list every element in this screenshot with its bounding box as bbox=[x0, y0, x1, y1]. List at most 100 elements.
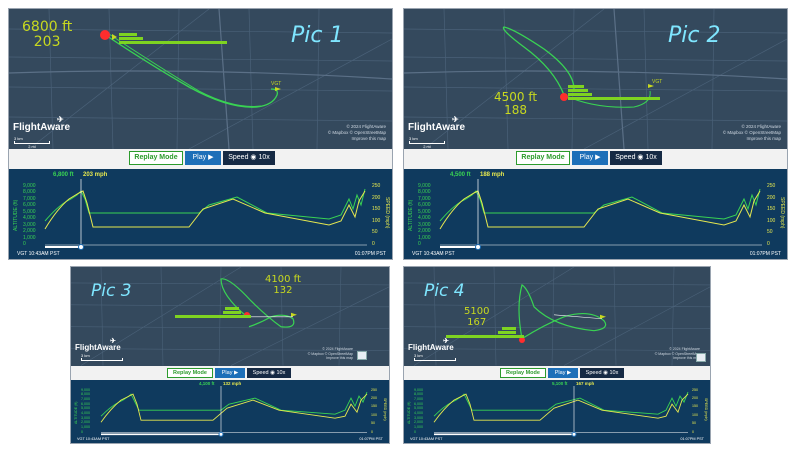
altitude-speed-chart[interactable]: 9,000 8,000 7,000 6,000 5,000 4,000 3,000 2,000… bbox=[71, 379, 389, 443]
play-icon: ▶ bbox=[208, 154, 214, 161]
map-layers-icon[interactable] bbox=[357, 351, 367, 360]
map-scale: 3 km bbox=[414, 353, 456, 361]
speed-readout: 203 mph bbox=[83, 172, 108, 178]
altitude-series bbox=[100, 391, 368, 417]
improve-map-link[interactable]: Improve this map bbox=[746, 136, 781, 141]
speed-readout: 188 mph bbox=[480, 172, 505, 178]
speed-ticks: 250 200 150 100 50 0 bbox=[372, 183, 381, 247]
aircraft-marker[interactable] bbox=[519, 337, 525, 343]
map-roads bbox=[9, 9, 392, 149]
flight-track bbox=[106, 33, 281, 108]
flight-annotation: 4500 ft 188 bbox=[494, 90, 538, 117]
start-time: VGT 10:43AM PST bbox=[17, 251, 60, 257]
replay-controls: Replay Mode Play ▶ Speed ◉ 10x bbox=[9, 149, 392, 169]
altitude-speed-chart[interactable]: 9,000 8,000 7,000 6,000 5,000 4,000 3,000 2,000… bbox=[404, 169, 787, 259]
play-button[interactable]: Play ▶ bbox=[215, 367, 245, 378]
altitude-ticks: 9,000 8,000 7,000 6,000 5,000 4,000 3,000 2,000… bbox=[418, 183, 431, 247]
flight-annotation: 4100 ft 132 bbox=[265, 274, 301, 296]
play-icon: ▶ bbox=[595, 154, 601, 161]
speed-readout: 167 mph bbox=[576, 380, 595, 386]
speed-axis-label: SPEED (mph) bbox=[704, 397, 708, 421]
map-credits: © 2024 FlightAware © Mapbox © OpenStreetM… bbox=[722, 124, 781, 141]
pic-label: Pic 1 bbox=[291, 23, 344, 48]
start-time: VGT 10:43AM PST bbox=[410, 436, 443, 441]
map-scale: 3 km 2 mi bbox=[409, 136, 445, 149]
play-icon: ▶ bbox=[567, 369, 572, 376]
plane-icon: ✈ bbox=[110, 338, 116, 345]
flight-datablock bbox=[446, 327, 526, 343]
speed-ticks: 250 200 150 100 50 0 bbox=[692, 387, 698, 434]
map-layers-icon[interactable] bbox=[696, 353, 706, 362]
speed-axis-label: SPEED (mph) bbox=[384, 197, 390, 229]
speed-icon: ◉ bbox=[250, 154, 257, 161]
pic3-panel: Pic 3 4100 ft 132 FlightAware ✈ 3 km © 202… bbox=[70, 266, 390, 444]
speed-ticks: 250 200 150 100 50 0 bbox=[371, 387, 377, 434]
speed-button[interactable]: Speed ◉ 10x bbox=[610, 151, 662, 165]
pic-label: Pic 4 bbox=[424, 281, 465, 301]
speed-series bbox=[439, 190, 761, 230]
flight-map[interactable]: VGT Pic 1 FlightAware ✈ 3 km 2 mi © 2024 F… bbox=[9, 9, 392, 149]
flight-datablock bbox=[568, 85, 664, 103]
altitude-readout: 5,100 ft bbox=[552, 380, 568, 386]
speed-button[interactable]: Speed ◉ 10x bbox=[580, 367, 624, 378]
speed-series bbox=[100, 393, 368, 423]
altitude-readout: 4,100 ft bbox=[199, 380, 215, 386]
speed-series bbox=[433, 393, 689, 423]
timeline-handle[interactable] bbox=[218, 431, 224, 437]
speed-icon: ◉ bbox=[603, 369, 608, 376]
improve-map-link[interactable]: Improve this map bbox=[673, 356, 700, 360]
timeline-handle[interactable] bbox=[475, 244, 481, 250]
airport-label: VGT bbox=[271, 81, 282, 87]
map-scale: 3 km bbox=[81, 353, 123, 361]
replay-controls: Replay Mode Play ▶ Speed ◉ 10x bbox=[404, 149, 787, 169]
end-time: 01:07PM PST bbox=[680, 436, 704, 441]
map-credits: © 2024 FlightAware © Mapbox © OpenStreetM… bbox=[327, 124, 386, 141]
altitude-readout: 4,500 ft bbox=[450, 172, 471, 178]
speed-button[interactable]: Speed ◉ 10x bbox=[223, 151, 275, 165]
altitude-speed-chart[interactable]: 9,000 8,000 7,000 6,000 5,000 4,000 3,000 2,000… bbox=[404, 379, 710, 443]
speed-icon: ◉ bbox=[270, 369, 275, 376]
plane-icon: ✈ bbox=[443, 338, 449, 345]
map-roads bbox=[404, 267, 710, 366]
improve-map-link[interactable]: Improve this map bbox=[351, 136, 386, 141]
altitude-series bbox=[439, 188, 761, 222]
altitude-ticks: 9,000 8,000 7,000 6,000 5,000 4,000 3,000 2,000… bbox=[414, 387, 423, 434]
end-time: 01:07PM PST bbox=[749, 251, 781, 257]
flightaware-logo: FlightAware ✈ bbox=[13, 115, 71, 133]
flight-map[interactable]: VGT Pic 2 4500 ft 188 FlightAware ✈ 3 km 2 … bbox=[404, 9, 787, 149]
replay-mode-label: Replay Mode bbox=[129, 151, 183, 165]
altitude-speed-chart[interactable]: 9,000 8,000 7,000 6,000 5,000 4,000 3,000 2,000… bbox=[9, 169, 392, 259]
aircraft-marker[interactable] bbox=[100, 30, 110, 40]
pic1-panel: VGT Pic 1 FlightAware ✈ 3 km 2 mi © 2024 F… bbox=[8, 8, 393, 260]
timeline-handle[interactable] bbox=[78, 244, 84, 250]
altitude-axis-label: ALTITUDE (ft) bbox=[74, 401, 78, 424]
altitude-series bbox=[433, 391, 689, 417]
map-scale: 3 km 2 mi bbox=[14, 136, 50, 149]
aircraft-icon[interactable] bbox=[112, 34, 117, 40]
flight-datablock bbox=[175, 307, 253, 323]
altitude-axis-label: ALTITUDE (ft) bbox=[13, 199, 19, 231]
play-button[interactable]: Play ▶ bbox=[572, 151, 608, 165]
pic-label: Pic 2 bbox=[668, 23, 721, 48]
flight-map[interactable]: Pic 3 4100 ft 132 FlightAware ✈ 3 km © 202… bbox=[71, 267, 389, 366]
replay-mode-label: Replay Mode bbox=[500, 367, 546, 378]
altitude-ticks: 9,000 8,000 7,000 6,000 5,000 4,000 3,000 2,000… bbox=[81, 387, 90, 434]
end-time: 01:07PM PST bbox=[354, 251, 386, 257]
speed-button[interactable]: Speed ◉ 10x bbox=[247, 367, 291, 378]
speed-readout: 132 mph bbox=[223, 380, 242, 386]
start-time: VGT 10:43AM PST bbox=[412, 251, 455, 257]
flightaware-logo: FlightAware ✈ bbox=[408, 338, 454, 352]
aircraft-marker[interactable] bbox=[560, 93, 568, 101]
replay-mode-label: Replay Mode bbox=[167, 367, 213, 378]
speed-axis-label: SPEED (mph) bbox=[779, 197, 785, 229]
replay-controls: Replay Mode Play ▶ Speed ◉ 10x bbox=[404, 365, 710, 380]
play-button[interactable]: Play ▶ bbox=[548, 367, 578, 378]
improve-map-link[interactable]: Improve this map bbox=[326, 356, 353, 360]
flight-track bbox=[518, 283, 607, 340]
speed-series bbox=[44, 190, 366, 230]
altitude-readout: 6,800 ft bbox=[53, 172, 74, 178]
flight-map[interactable]: Pic 4 5100 167 FlightAware ✈ 3 km © 2024 F… bbox=[404, 267, 710, 366]
timeline-handle[interactable] bbox=[571, 431, 577, 437]
play-button[interactable]: Play ▶ bbox=[185, 151, 221, 165]
flight-track bbox=[220, 278, 297, 328]
